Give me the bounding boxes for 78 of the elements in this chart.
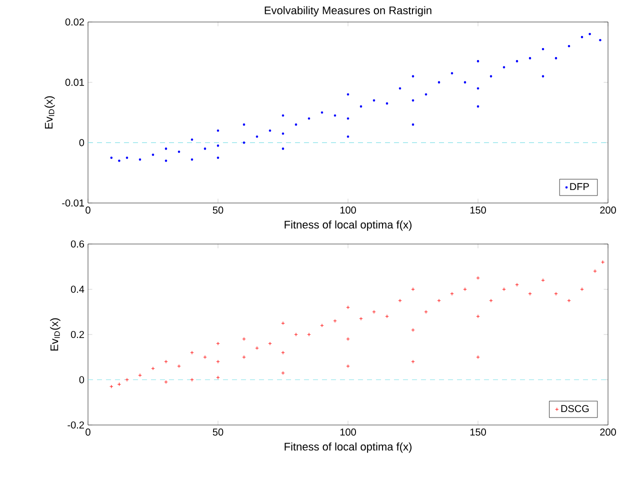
point: [515, 282, 519, 287]
point: [476, 355, 480, 359]
point: [385, 314, 389, 318]
point: [164, 380, 168, 384]
point: [177, 364, 181, 368]
point: [203, 355, 207, 359]
point: [489, 298, 493, 302]
legend-label: DSCG: [561, 405, 589, 412]
point: [600, 260, 605, 264]
x-tick-label: 50: [212, 428, 224, 436]
y-tick-label: 0.6: [70, 240, 84, 248]
point: [580, 287, 584, 292]
y-tick-label: -0.01: [62, 199, 84, 207]
point: [268, 342, 272, 346]
point: [333, 319, 337, 323]
x-tick-label: 0: [86, 206, 90, 214]
y-tick-label: 0.01: [65, 78, 84, 86]
point: [281, 321, 285, 326]
point: [554, 292, 558, 296]
y-tick-label: -0.2: [68, 421, 84, 429]
point: [294, 332, 298, 336]
point: [476, 314, 480, 318]
point: [138, 373, 142, 378]
y-tick-label: 0: [79, 139, 84, 146]
point: [125, 378, 129, 382]
y-tick-label: 0.02: [65, 18, 84, 26]
chart-title: Evolvability Measures on Rastrigin: [264, 6, 432, 16]
x-tick-label: 0: [86, 428, 90, 436]
point: [164, 360, 168, 364]
point: [359, 316, 363, 321]
point: [216, 376, 220, 380]
x-tick-label: 150: [470, 206, 486, 214]
point: [463, 287, 467, 292]
point: [346, 306, 350, 310]
y-axis-title: Ev$_{ID}$(x): [44, 96, 55, 129]
point: [281, 371, 285, 375]
point: [242, 355, 246, 359]
x-tick-label: 150: [470, 428, 486, 436]
point: [437, 298, 441, 302]
point: [424, 310, 428, 314]
point: [411, 328, 415, 332]
point: [476, 276, 480, 280]
point: [398, 298, 402, 302]
point: [190, 378, 194, 382]
point: [411, 360, 415, 364]
point: [320, 324, 324, 328]
x-tick-label: 200: [600, 206, 616, 214]
point: [567, 298, 571, 302]
point: [307, 332, 311, 336]
y-tick-label: 0.4: [70, 286, 84, 293]
point: [593, 269, 597, 274]
y-tick-label: 0: [79, 376, 84, 384]
x-axis-title: Fitness of local optima f(x): [284, 220, 412, 231]
point: [117, 382, 122, 386]
x-axis-title: Fitness of local optima f(x): [284, 442, 412, 453]
point: [242, 337, 246, 341]
point: [190, 350, 194, 354]
x-tick-label: 200: [600, 428, 616, 436]
point: [411, 287, 415, 292]
point: [372, 310, 376, 314]
point: [216, 342, 220, 346]
point: [281, 350, 285, 354]
x-tick-label: 50: [212, 206, 224, 214]
point: [151, 366, 155, 370]
point: [346, 337, 350, 341]
point: [450, 292, 454, 296]
legend-label: DFP: [570, 183, 589, 190]
point: [541, 278, 545, 282]
y-axis-title: Ev$_{ID}$(x): [50, 318, 60, 351]
point: [528, 292, 532, 296]
point: [110, 384, 114, 388]
x-tick-label: 100: [340, 428, 356, 436]
y-tick-label: 0.2: [70, 330, 84, 338]
point: [216, 360, 220, 364]
point: [502, 287, 506, 292]
point: [255, 346, 259, 350]
x-tick-label: 100: [340, 206, 356, 214]
point: [346, 364, 350, 368]
